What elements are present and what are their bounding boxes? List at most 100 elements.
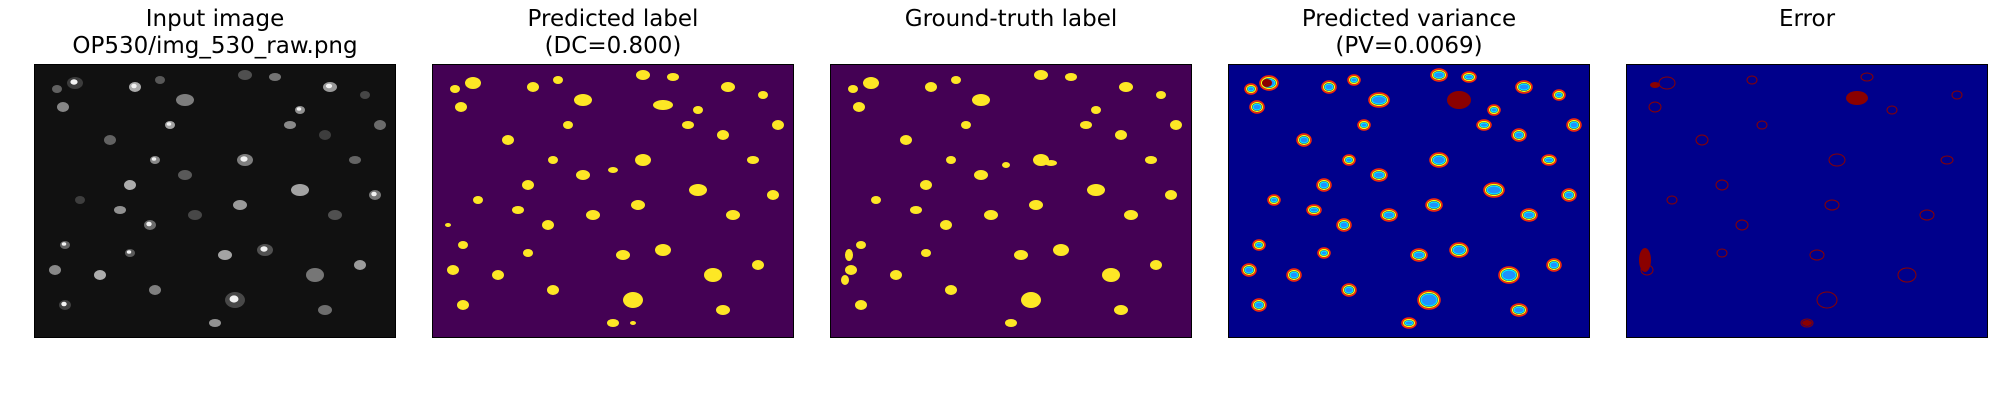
segmented-nucleus — [726, 210, 740, 220]
segmented-nucleus — [767, 190, 779, 200]
variance-ring-inner — [1254, 301, 1264, 309]
variance-ring-inner — [1490, 107, 1498, 113]
variance-ring-mid — [1381, 209, 1397, 221]
variance-ring-mid — [1287, 269, 1301, 281]
variance-ring-outer — [1249, 100, 1265, 114]
nucleus — [374, 120, 386, 130]
segmented-nucleus — [1150, 260, 1162, 270]
segmented-fragment — [1045, 160, 1057, 166]
variance-ring-inner — [1345, 157, 1353, 163]
nucleus — [176, 94, 194, 106]
variance-ring-mid — [1337, 219, 1351, 231]
variance-ring-inner — [1371, 95, 1387, 105]
segmented-fragment — [630, 321, 636, 325]
variance-ring-outer — [1368, 92, 1390, 108]
segmented-nucleus — [1065, 73, 1077, 81]
segmented-nucleus — [758, 91, 768, 99]
variance-ring-inner — [1501, 269, 1517, 281]
segmented-nucleus — [716, 305, 730, 315]
variance-ring-inner — [1513, 306, 1525, 314]
panel-error: Error — [1626, 0, 1988, 340]
nucleus-bright-spot — [296, 107, 302, 111]
segmented-nucleus — [512, 206, 524, 214]
ground-truth-label-mask — [831, 65, 1191, 337]
segmented-nucleus — [667, 73, 679, 81]
variance-ring-inner — [1324, 83, 1334, 91]
variance-ring-outer — [1487, 104, 1501, 116]
variance-ring-outer — [1510, 303, 1528, 317]
segmented-nucleus — [921, 249, 931, 257]
variance-ring-outer — [1370, 168, 1388, 182]
variance-ring-outer — [1566, 118, 1582, 132]
variance-ring-inner — [1569, 121, 1579, 129]
error-contour — [1919, 209, 1935, 221]
nucleus — [188, 210, 202, 220]
segmented-nucleus — [693, 106, 703, 114]
variance-ring-outer — [1449, 242, 1469, 258]
title-line1: Predicted variance — [1301, 6, 1517, 32]
variance-ring-outer — [1244, 83, 1258, 95]
segmented-nucleus — [910, 206, 922, 214]
segmented-nucleus — [1005, 319, 1017, 327]
segmented-nucleus — [553, 76, 563, 84]
variance-ring-outer — [1321, 80, 1337, 94]
segmented-fragment — [1002, 162, 1010, 168]
image-background — [35, 65, 395, 337]
nucleus-bright-spot — [325, 83, 333, 89]
variance-ring-mid — [1418, 291, 1440, 309]
segmented-nucleus — [548, 156, 558, 164]
error-contour — [1715, 179, 1729, 191]
variance-ring-outer — [1316, 178, 1332, 192]
segmented-nucleus — [689, 184, 707, 196]
variance-ring-inner — [1523, 211, 1535, 219]
title-line2: Error — [1778, 6, 1836, 32]
mask-background — [831, 65, 1191, 337]
variance-ring-mid — [1411, 249, 1427, 261]
variance-ring-outer — [1476, 119, 1492, 131]
variance-ring-outer — [1429, 152, 1449, 168]
segmented-nucleus — [636, 70, 650, 80]
segmented-nucleus — [721, 82, 735, 92]
variance-ring-mid — [1260, 76, 1278, 90]
variance-ring-outer — [1498, 266, 1520, 284]
variance-ring-inner — [1252, 103, 1262, 111]
variance-ring-outer — [1380, 208, 1398, 222]
title-line2: (DC=0.800) — [544, 33, 682, 59]
variance-ring-mid — [1431, 69, 1447, 81]
nucleus — [349, 156, 361, 164]
nucleus-bright-spot — [61, 301, 67, 307]
variance-ring-mid — [1488, 105, 1500, 115]
variance-ring-outer — [1430, 68, 1448, 82]
variance-ring-inner — [1299, 136, 1309, 144]
variance-ring-mid — [1567, 119, 1581, 131]
error-contour — [1828, 153, 1846, 167]
segmented-nucleus — [951, 76, 961, 84]
segmented-nucleus — [523, 249, 533, 257]
nucleus — [306, 268, 324, 282]
error-region — [1802, 320, 1812, 326]
segmented-nucleus — [900, 135, 912, 145]
nucleus — [291, 184, 309, 196]
variance-ring-mid — [1542, 155, 1556, 165]
segmented-nucleus — [1087, 184, 1105, 196]
variance-ring-mid — [1430, 153, 1448, 167]
variance-ring-outer — [1341, 283, 1357, 297]
segmented-nucleus — [1124, 210, 1138, 220]
input-image — [34, 64, 396, 338]
nucleus-bright-spot — [126, 250, 132, 254]
variance-ring-inner — [1420, 293, 1438, 307]
segmented-nucleus — [1034, 70, 1048, 80]
variance-ring-outer — [1511, 128, 1527, 142]
segmented-nucleus — [1029, 200, 1043, 210]
segmented-nucleus — [527, 82, 539, 92]
error-contour — [1860, 72, 1874, 82]
segmented-nucleus — [623, 292, 643, 308]
error-region — [1639, 248, 1651, 272]
variance-ring-mid — [1242, 264, 1256, 276]
segmented-nucleus — [447, 265, 459, 275]
error-contour — [1658, 76, 1676, 90]
variance-ring-inner — [1344, 286, 1354, 294]
variance-ring-mid — [1562, 189, 1576, 201]
nucleus — [52, 85, 62, 93]
segmented-nucleus — [1170, 120, 1182, 130]
